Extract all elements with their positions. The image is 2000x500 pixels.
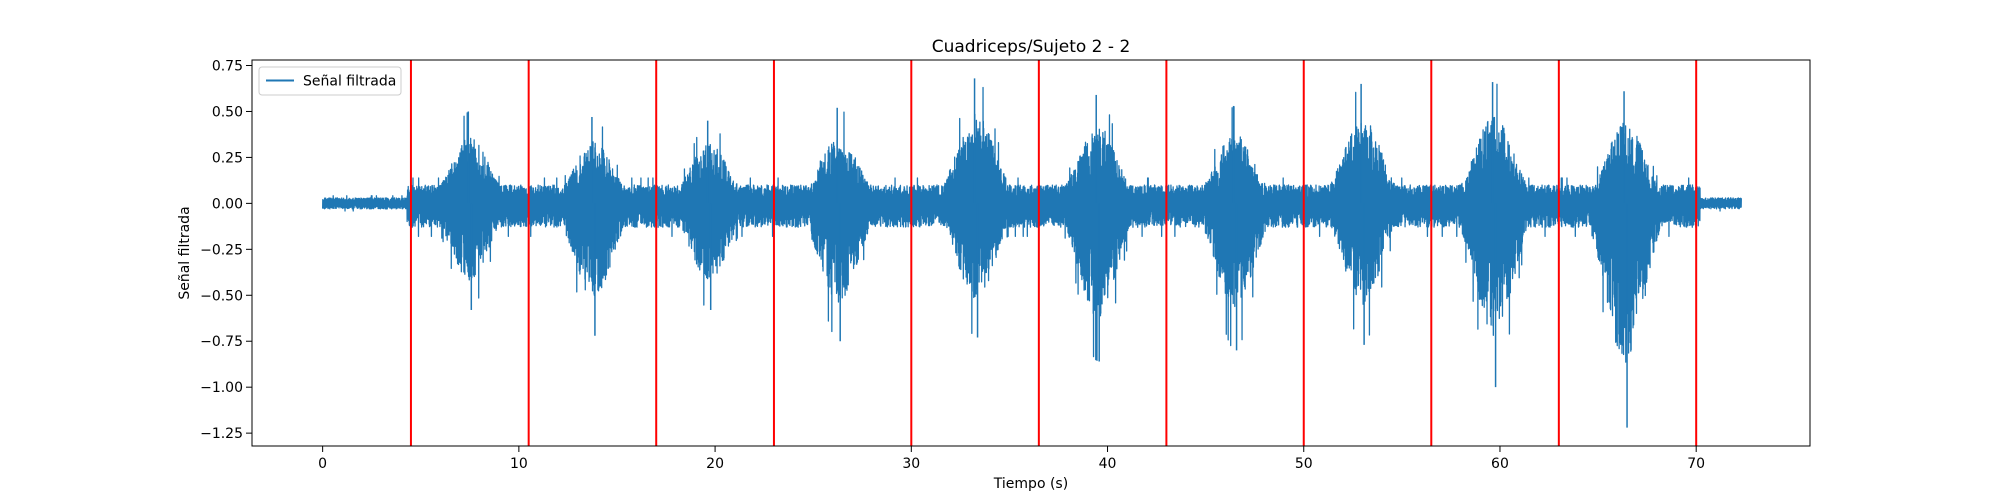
axes-frame xyxy=(251,59,1811,447)
legend-label: Señal filtrada xyxy=(303,74,396,90)
y-tick-label: 0.50 xyxy=(212,104,243,120)
x-tick-label: 70 xyxy=(1687,456,1705,472)
x-tick-label: 60 xyxy=(1491,456,1509,472)
y-tick-label: 0.00 xyxy=(212,196,243,212)
signal-series-line xyxy=(321,83,1742,363)
y-tick-label: 0.25 xyxy=(212,150,243,166)
x-tick-label: 40 xyxy=(1099,456,1117,472)
y-tick-label: −1.25 xyxy=(200,426,243,442)
y-axis-label: Señal filtrada xyxy=(177,206,193,299)
chart-title: Cuadriceps/Sujeto 2 - 2 xyxy=(932,37,1131,57)
x-tick-label: 0 xyxy=(318,456,327,472)
y-tick-label: −1.00 xyxy=(200,380,243,396)
vertical-marker-lines xyxy=(409,60,1698,446)
y-tick-label: 0.75 xyxy=(212,59,243,75)
y-axis-ticks: 0.75 0.50 0.25 0.00 −0.25 −0.50 −0.75 −1.00 −1.2… xyxy=(200,59,252,442)
y-tick-label: −0.75 xyxy=(200,334,243,350)
x-tick-label: 20 xyxy=(706,456,724,472)
x-tick-label: 10 xyxy=(510,456,528,472)
legend: Señal filtrada xyxy=(258,66,402,96)
x-axis-label: Tiempo (s) xyxy=(993,476,1068,492)
y-tick-label: −0.25 xyxy=(200,242,243,258)
plot-area xyxy=(321,78,1742,428)
x-tick-label: 30 xyxy=(902,456,920,472)
x-axis-ticks: 0 10 20 30 40 50 60 70 xyxy=(318,446,1705,472)
y-tick-label: −0.50 xyxy=(200,288,243,304)
legend-box xyxy=(258,66,402,96)
x-tick-label: 50 xyxy=(1295,456,1313,472)
